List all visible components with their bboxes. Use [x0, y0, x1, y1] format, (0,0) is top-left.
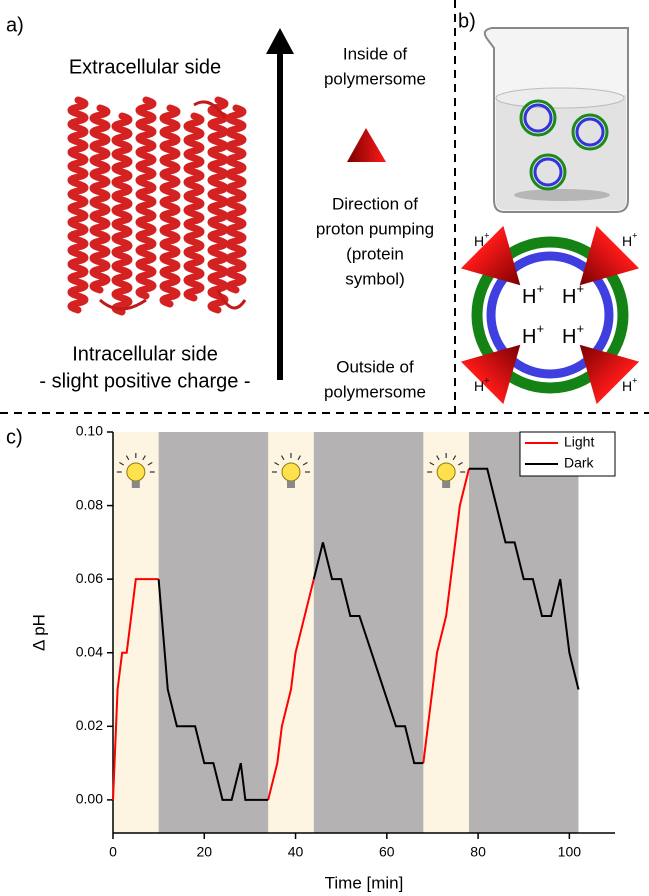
- y-tick-label: 0.00: [76, 791, 103, 807]
- helix: [71, 100, 85, 310]
- y-tick-label: 0.10: [76, 423, 103, 439]
- x-tick-label: 80: [470, 844, 486, 860]
- x-tick-label: 0: [109, 844, 117, 860]
- bulb-glass: [127, 463, 145, 481]
- x-axis-label: Time [min]: [325, 873, 404, 892]
- helix: [229, 108, 243, 290]
- panel-label: b): [458, 10, 476, 32]
- beaker: [485, 28, 628, 212]
- chart: c) 0 20 40 60 80 100 0.00 0.02 0.04 0.06 0.08 0.10 Ti…: [6, 423, 615, 893]
- helix: [163, 108, 177, 304]
- proton-label: H+: [474, 376, 489, 394]
- y-axis-label: Δ pH: [29, 614, 48, 651]
- proton-charge: +: [632, 231, 637, 241]
- proton-base: H: [562, 286, 576, 308]
- side-label: - slight positive charge -: [39, 370, 250, 392]
- proton-charge: +: [484, 376, 489, 386]
- x-tick-label: 20: [196, 844, 212, 860]
- legend-text: Direction of: [332, 194, 418, 213]
- y-tick-label: 0.04: [76, 643, 103, 659]
- proton-charge: +: [536, 321, 544, 336]
- figure: a) Extracellular side Intracellular side…: [0, 0, 649, 896]
- side-label: Intracellular side: [72, 343, 218, 365]
- x-tick-label: 100: [558, 844, 582, 860]
- legend-text: proton pumping: [316, 219, 434, 238]
- bulb-base: [132, 481, 140, 488]
- y-tick-label: 0.06: [76, 570, 103, 586]
- panel-label: a): [6, 14, 24, 36]
- legend-text: polymersome: [324, 382, 426, 401]
- bulb-base: [287, 481, 295, 488]
- bulb-base: [442, 481, 450, 488]
- x-tick-label: 60: [379, 844, 395, 860]
- proton-base: H: [474, 233, 484, 249]
- proton-base: H: [522, 326, 536, 348]
- proton-base: H: [562, 326, 576, 348]
- proton-label: H+: [562, 281, 584, 308]
- proton-label: H+: [522, 321, 544, 348]
- bulb-glass: [282, 463, 300, 481]
- legend-label: Light: [564, 434, 594, 450]
- dark-period: [469, 432, 579, 833]
- light-period: [113, 432, 159, 833]
- proton-charge: +: [632, 376, 637, 386]
- proton-charge: +: [484, 231, 489, 241]
- proton-label: H+: [622, 231, 637, 249]
- proton-charge: +: [576, 321, 584, 336]
- legend-text: Inside of: [343, 44, 408, 63]
- dark-period: [159, 432, 269, 833]
- helix: [115, 116, 129, 312]
- x-tick-label: 40: [288, 844, 304, 860]
- legend-label: Dark: [564, 455, 595, 471]
- helix: [187, 116, 201, 298]
- proton-charge: +: [536, 281, 544, 296]
- helix: [93, 108, 107, 290]
- helix: [211, 100, 225, 310]
- proton-base: H: [522, 286, 536, 308]
- proton-label: H+: [522, 281, 544, 308]
- proton-label: H+: [562, 321, 584, 348]
- bulb-glass: [437, 463, 455, 481]
- proton-label: H+: [622, 376, 637, 394]
- proton-charge: +: [576, 281, 584, 296]
- protein-structure: [71, 100, 245, 312]
- legend-text: polymersome: [324, 69, 426, 88]
- light-period: [423, 432, 469, 833]
- y-tick-label: 0.02: [76, 717, 103, 733]
- protein-symbol: [347, 128, 386, 162]
- side-label: Extracellular side: [69, 56, 221, 78]
- proton-base: H: [622, 233, 632, 249]
- proton-base: H: [622, 378, 632, 394]
- dark-period: [314, 432, 424, 833]
- y-tick-label: 0.08: [76, 496, 103, 512]
- helix: [139, 100, 153, 296]
- legend-text: Outside of: [336, 357, 414, 376]
- arrow-head: [266, 28, 294, 54]
- legend-text: (protein: [346, 244, 404, 263]
- panel-label: c): [6, 426, 23, 448]
- proton-base: H: [474, 378, 484, 394]
- legend-text: symbol): [345, 269, 405, 288]
- page: { "panel_a": { "label": "a)", "top_side"…: [0, 0, 649, 896]
